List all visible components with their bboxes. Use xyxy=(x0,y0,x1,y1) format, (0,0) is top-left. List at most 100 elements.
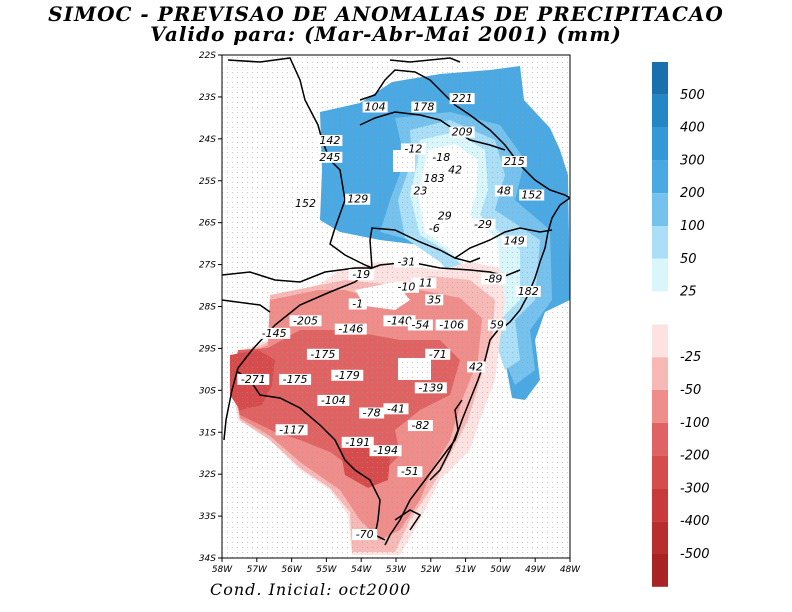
value-label-bg xyxy=(331,369,364,381)
value-label-bg xyxy=(411,101,437,113)
anomaly-value-label: 29 xyxy=(438,209,452,222)
value-label-bg xyxy=(414,382,447,394)
lat-tick-label: 24S xyxy=(199,135,216,145)
value-label-bg xyxy=(501,235,527,247)
value-label-bg xyxy=(369,445,402,457)
colorbar-swatch xyxy=(652,193,668,226)
lat-tick-label: 27S xyxy=(199,261,216,271)
value-label-bg xyxy=(341,436,374,448)
colorbar-label: 300 xyxy=(680,153,705,168)
anomaly-value-label: -146 xyxy=(338,323,363,336)
colorbar-swatch xyxy=(652,488,668,522)
anomaly-value-label: -41 xyxy=(387,402,405,415)
lon-tick-label: 53W xyxy=(386,565,407,575)
anomaly-value-label: -31 xyxy=(397,256,415,269)
value-label-bg xyxy=(435,319,468,331)
value-label-bg xyxy=(407,319,433,331)
lon-tick-label: 54W xyxy=(351,565,372,575)
colorbar-swatch xyxy=(652,291,668,325)
anomaly-value-label: -194 xyxy=(373,444,398,457)
boundary-parana-south xyxy=(369,227,481,269)
anomaly-value-label: -6 xyxy=(429,222,440,235)
anomaly-value-label: 129 xyxy=(347,193,368,206)
anomaly-value-label: 152 xyxy=(521,189,542,202)
anomaly-value-label: 104 xyxy=(365,100,386,113)
colorbar-label: 400 xyxy=(680,121,705,136)
anomaly-value-label: 23 xyxy=(413,184,427,197)
anomaly-value-label: -117 xyxy=(279,423,304,436)
colorbar-label: 500 xyxy=(680,88,705,103)
value-label-bg xyxy=(421,172,447,184)
anomaly-value-label: -139 xyxy=(418,381,443,394)
lat-tick-label: 30S xyxy=(199,386,216,396)
anomaly-value-label: -179 xyxy=(335,369,360,382)
lat-tick-label: 22S xyxy=(199,51,216,61)
boundary-argentina-east xyxy=(222,299,271,313)
dot-grid xyxy=(222,55,570,558)
value-label-bg xyxy=(359,407,385,419)
anomaly-value-label: 48 xyxy=(497,184,511,197)
lon-tick-label: 50W xyxy=(490,565,511,575)
value-label-bg xyxy=(317,135,343,147)
value-label-bg xyxy=(446,164,465,176)
lon-tick-label: 49W xyxy=(525,565,546,575)
anomaly-value-label: 209 xyxy=(452,126,473,139)
colorbar-swatch xyxy=(652,62,668,95)
map-title: SIMOC - PREVISAO DE ANOMALIAS DE PRECIPI… xyxy=(48,2,724,26)
anomaly-value-label: -70 xyxy=(356,528,374,541)
value-label-bg xyxy=(393,256,419,268)
anomaly-value-label: -54 xyxy=(411,318,429,331)
colorbar-swatch xyxy=(652,258,668,292)
colorbar-label: -500 xyxy=(680,547,710,562)
anomaly-value-label: -82 xyxy=(411,419,429,432)
value-label-bg xyxy=(334,323,367,335)
lon-tick-label: 56W xyxy=(281,565,302,575)
value-label-bg xyxy=(435,210,454,222)
anomaly-value-label: -29 xyxy=(474,218,492,231)
value-label-bg xyxy=(393,281,419,293)
lat-tick-label: 29S xyxy=(199,344,216,354)
boundary-mg-border xyxy=(389,57,461,63)
anomaly-value-label: -78 xyxy=(363,406,381,419)
value-label-bg xyxy=(487,319,506,331)
anomaly-value-label: -19 xyxy=(352,268,370,281)
boundary-coast-sc xyxy=(499,197,570,331)
colorbar-swatch xyxy=(652,554,668,587)
anomaly-value-label: 42 xyxy=(469,360,483,373)
lat-tick-label: 34S xyxy=(199,554,216,564)
value-label-bg xyxy=(383,315,416,327)
value-label-bg xyxy=(515,285,541,297)
anomaly-value-label: -51 xyxy=(401,465,419,478)
anomaly-value-label: -18 xyxy=(432,151,450,164)
anomaly-value-label: 221 xyxy=(452,92,473,105)
lat-tick-group: 22S 23S 24S 25S 26S 27S 28S 29S 30S 31S 32S 33S 34S xyxy=(199,51,222,564)
lon-tick-label: 48W xyxy=(560,565,581,575)
anomaly-value-label: 245 xyxy=(319,151,340,164)
value-label-bg xyxy=(400,143,426,155)
lon-tick-label: 51W xyxy=(455,565,476,575)
anomaly-value-label: -145 xyxy=(262,327,287,340)
colorbar-swatch xyxy=(652,455,668,489)
boundary-rs-coast xyxy=(384,329,499,546)
lat-tick-label: 28S xyxy=(199,303,216,313)
lat-tick-label: 25S xyxy=(199,177,216,187)
anomaly-value-label: 42 xyxy=(448,163,462,176)
value-label-bg xyxy=(407,420,433,432)
value-label-bg xyxy=(237,373,270,385)
value-label-bg xyxy=(293,197,319,209)
lon-tick-label: 52W xyxy=(421,565,442,575)
anomaly-value-label: -89 xyxy=(484,272,502,285)
anomaly-value-label: 59 xyxy=(490,318,504,331)
colorbar-swatch xyxy=(652,357,668,390)
lat-tick-label: 31S xyxy=(199,428,216,438)
value-label-bg xyxy=(362,101,388,113)
value-label-bg xyxy=(317,394,350,406)
value-label-bg xyxy=(428,151,454,163)
anomaly-value-label: 152 xyxy=(295,197,316,210)
colorbar-legend: 500 400 300 200 100 50 25 -25 -50 -100 -200 -300 -40… xyxy=(652,62,710,587)
boundary-parana-sc xyxy=(454,227,553,259)
colorbar-label: -50 xyxy=(680,383,701,398)
colorbar-label: -400 xyxy=(680,514,710,529)
anomaly-value-label: -205 xyxy=(293,314,318,327)
value-label-bg xyxy=(470,218,496,230)
